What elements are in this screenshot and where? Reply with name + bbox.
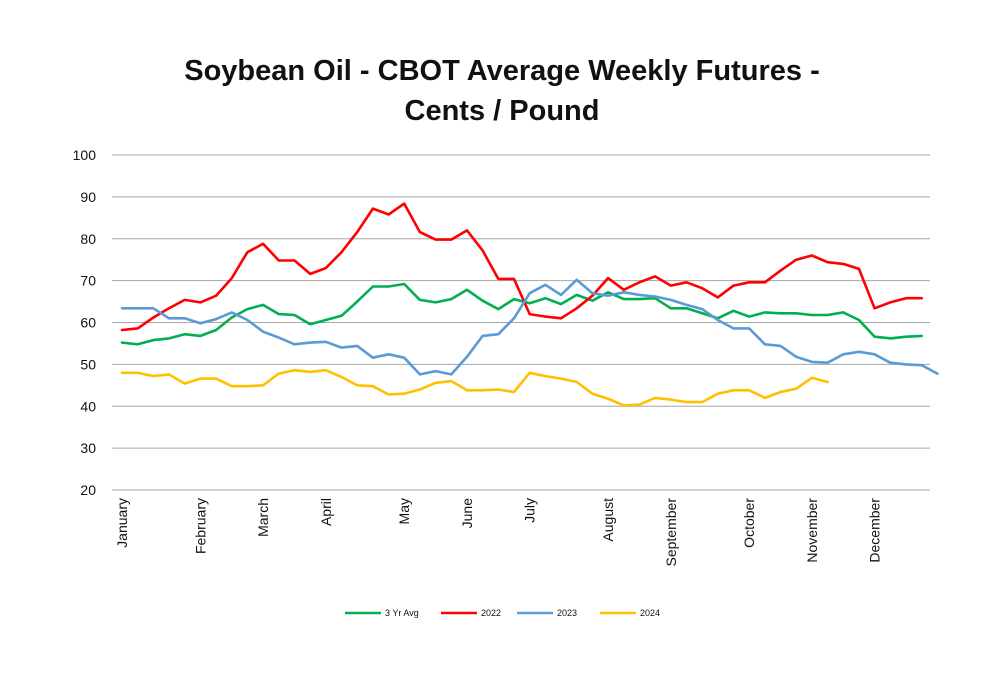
y-tick-label: 100 <box>73 147 97 163</box>
series-line-2023 <box>120 278 939 376</box>
x-tick-label: July <box>522 498 538 523</box>
y-tick-label: 90 <box>80 189 96 205</box>
x-tick-label: September <box>663 498 679 567</box>
x-tick-label: April <box>318 498 334 526</box>
x-tick-label: June <box>459 498 475 529</box>
y-tick-label: 70 <box>80 273 96 289</box>
x-tick-label: March <box>255 498 271 537</box>
legend-label: 2023 <box>557 608 577 618</box>
y-tick-label: 20 <box>80 482 96 498</box>
y-tick-label: 60 <box>80 315 96 331</box>
x-tick-label: February <box>192 498 208 554</box>
y-axis-tick-labels: 20 30 40 50 60 70 80 90 100 <box>73 147 97 498</box>
legend-label: 2024 <box>640 608 660 618</box>
series-line-3-yr-avg <box>120 282 924 346</box>
legend-label: 2022 <box>481 608 501 618</box>
chart-title-line-1: Soybean Oil - CBOT Average Weekly Future… <box>184 55 819 87</box>
x-tick-label: December <box>867 498 883 563</box>
x-tick-label: November <box>804 498 820 563</box>
y-tick-label: 50 <box>80 356 96 372</box>
y-tick-label: 40 <box>80 398 96 414</box>
y-gridlines <box>112 154 930 491</box>
x-tick-label: May <box>396 498 412 524</box>
x-tick-label: August <box>600 498 616 542</box>
chart-title-line-2: Cents / Pound <box>405 95 600 127</box>
x-tick-label: October <box>741 498 757 548</box>
x-tick-label: January <box>114 498 130 548</box>
y-tick-label: 30 <box>80 440 96 456</box>
legend-label: 3 Yr Avg <box>385 608 419 618</box>
y-tick-label: 80 <box>80 231 96 247</box>
series-line-2024 <box>120 368 829 407</box>
series-lines <box>120 202 939 407</box>
series-line-2022 <box>120 202 924 332</box>
x-axis-month-labels: January February March April May June July Augu… <box>114 498 883 567</box>
legend: 3 Yr Avg 2022 2023 2024 <box>345 608 660 618</box>
